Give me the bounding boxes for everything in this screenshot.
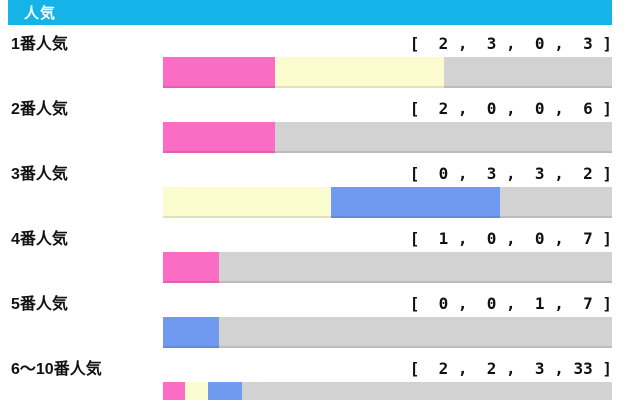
count-bracket: [ 2 , 3 , 0 , 3 ] bbox=[409, 34, 612, 53]
chart-row: 3番人気 [ 0 , 3 , 3 , 2 ] bbox=[8, 160, 612, 225]
count-bracket: [ 1 , 0 , 0 , 7 ] bbox=[409, 229, 612, 248]
row-header: 3番人気 [ 0 , 3 , 3 , 2 ] bbox=[8, 160, 612, 183]
section-header: 人気 bbox=[8, 0, 612, 25]
bar-segment-3 bbox=[207, 382, 242, 400]
count-bracket: [ 2 , 0 , 0 , 6 ] bbox=[409, 99, 612, 118]
count-bracket: [ 0 , 0 , 1 , 7 ] bbox=[409, 294, 612, 313]
section-header-title: 人気 bbox=[24, 5, 57, 22]
bar-segment-4 bbox=[443, 57, 612, 88]
bar-segment-1 bbox=[163, 252, 220, 283]
bar-segment-4 bbox=[275, 122, 612, 153]
row-label: 6～10番人気 bbox=[11, 361, 102, 378]
chart-row: 6～10番人気 [ 2 , 2 , 3 , 33 ] bbox=[8, 355, 612, 400]
stacked-bar bbox=[163, 382, 612, 400]
row-label: 2番人気 bbox=[11, 101, 68, 118]
bar-segment-3 bbox=[331, 187, 500, 218]
row-label: 3番人気 bbox=[11, 166, 68, 183]
stacked-bar bbox=[163, 57, 612, 88]
row-header: 4番人気 [ 1 , 0 , 0 , 7 ] bbox=[8, 225, 612, 248]
stacked-bar bbox=[163, 187, 612, 218]
chart-row: 2番人気 [ 2 , 0 , 0 , 6 ] bbox=[8, 95, 612, 160]
chart-rows: 1番人気 [ 2 , 3 , 0 , 3 ] 2番人気 [ 2 , 0 , 0 , 6… bbox=[8, 30, 612, 400]
bar-segment-1 bbox=[163, 122, 276, 153]
bar-segment-1 bbox=[163, 57, 276, 88]
bar-segment-4 bbox=[499, 187, 612, 218]
row-header: 5番人気 [ 0 , 0 , 1 , 7 ] bbox=[8, 290, 612, 313]
row-label: 1番人気 bbox=[11, 36, 68, 53]
bar-segment-2 bbox=[163, 187, 332, 218]
chart-row: 4番人気 [ 1 , 0 , 0 , 7 ] bbox=[8, 225, 612, 290]
row-label: 4番人気 bbox=[11, 231, 68, 248]
chart-row: 1番人気 [ 2 , 3 , 0 , 3 ] bbox=[8, 30, 612, 95]
row-header: 2番人気 [ 2 , 0 , 0 , 6 ] bbox=[8, 95, 612, 118]
count-bracket: [ 0 , 3 , 3 , 2 ] bbox=[409, 164, 612, 183]
bar-segment-4 bbox=[219, 317, 612, 348]
stacked-bar bbox=[163, 122, 612, 153]
chart-row: 5番人気 [ 0 , 0 , 1 , 7 ] bbox=[8, 290, 612, 355]
bar-segment-2 bbox=[275, 57, 444, 88]
stacked-bar bbox=[163, 252, 612, 283]
chart-panel: 人気 1番人気 [ 2 , 3 , 0 , 3 ] 2番人気 [ 2 , 0 , 0 … bbox=[8, 0, 612, 400]
row-label: 5番人気 bbox=[11, 296, 68, 313]
bar-segment-4 bbox=[219, 252, 612, 283]
bar-segment-4 bbox=[241, 382, 612, 400]
count-bracket: [ 2 , 2 , 3 , 33 ] bbox=[409, 359, 612, 378]
bar-segment-3 bbox=[163, 317, 220, 348]
row-header: 1番人気 [ 2 , 3 , 0 , 3 ] bbox=[8, 30, 612, 53]
row-header: 6～10番人気 [ 2 , 2 , 3 , 33 ] bbox=[8, 355, 612, 378]
stacked-bar bbox=[163, 317, 612, 348]
bar-segment-2 bbox=[185, 382, 208, 400]
bar-segment-1 bbox=[163, 382, 186, 400]
